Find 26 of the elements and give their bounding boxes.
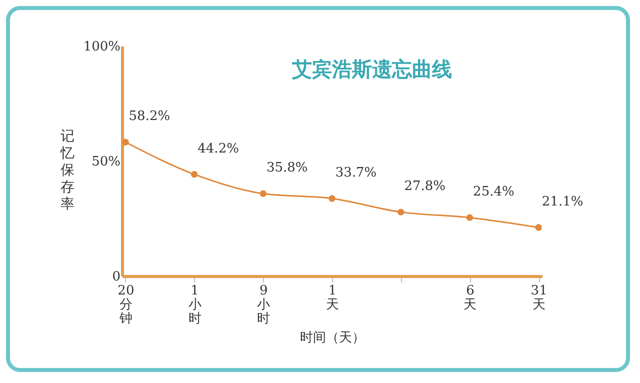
data-label: 44.2% <box>198 141 239 156</box>
x-tick-label: 31天 <box>530 284 548 312</box>
point <box>260 190 266 198</box>
text: 艾宾浩斯遗忘曲线 <box>291 57 452 81</box>
x-tick-label: 1天 <box>326 284 339 312</box>
data-label: 21.1% <box>542 194 584 210</box>
x-tick-label: 9小时 <box>257 284 270 326</box>
y-axis-title: 记忆保存率 <box>60 128 74 212</box>
point <box>466 214 474 221</box>
y-tick-label: 50% <box>92 154 120 170</box>
point <box>535 224 542 231</box>
x-axis-title: 时间（天） <box>300 330 365 346</box>
point <box>328 195 336 202</box>
data-label: 35.8% <box>266 160 308 176</box>
point <box>190 170 198 178</box>
point <box>122 138 129 146</box>
y-tick-label: 0 <box>112 270 120 284</box>
data-label: 25.4% <box>473 184 514 200</box>
point <box>398 208 404 216</box>
data-label: 58.2% <box>128 109 170 124</box>
x-tick-label: 1小时 <box>188 284 202 326</box>
data-label: 33.7% <box>335 165 377 180</box>
x-tick-label: 20分钟 <box>118 284 134 326</box>
data-label: 27.8% <box>404 179 446 194</box>
x-tick-label: 6天 <box>464 284 477 312</box>
y-tick-label: 100% <box>83 40 120 54</box>
